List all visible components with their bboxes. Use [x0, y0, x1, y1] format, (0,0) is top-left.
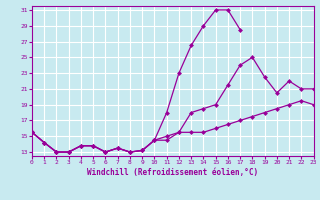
X-axis label: Windchill (Refroidissement éolien,°C): Windchill (Refroidissement éolien,°C)	[87, 168, 258, 177]
